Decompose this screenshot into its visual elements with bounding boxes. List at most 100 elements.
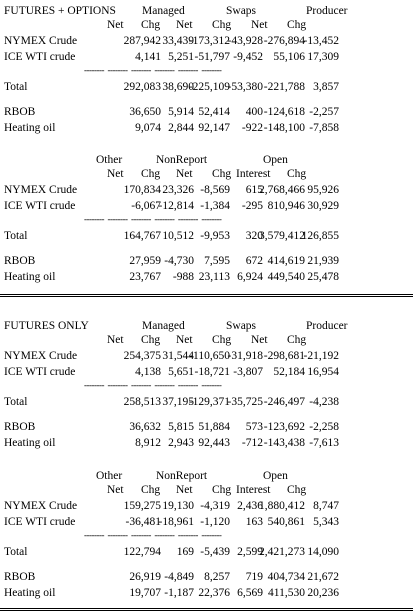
data-row-label: RBOB	[4, 106, 36, 118]
data-row-value: 170,834	[123, 184, 161, 196]
group-header: Managed	[142, 320, 185, 332]
data-row-value: 1,880,412	[259, 500, 305, 512]
data-row-value: 26,919	[129, 571, 161, 583]
column-header: Interest	[236, 484, 271, 496]
column-header: Chg	[287, 334, 307, 346]
group-header: Producer	[306, 320, 348, 332]
data-row-label: RBOB	[4, 255, 36, 267]
column-header: Chg	[141, 334, 161, 346]
data-row-label: ICE WTI crude	[4, 51, 76, 63]
column-header: Chg	[141, 168, 161, 180]
data-row-value: -298,681	[263, 350, 305, 362]
data-row-value: -6,067	[131, 200, 161, 212]
data-row-value: 95,926	[307, 184, 339, 196]
total-row-value: -5,439	[200, 546, 230, 558]
group-header: NonReport	[156, 470, 208, 482]
total-row-label: Total	[4, 396, 28, 408]
data-row-value: 25,478	[307, 271, 339, 283]
data-row-label: RBOB	[4, 571, 36, 583]
data-row-value: -1,187	[164, 587, 194, 599]
column-header: Chg	[141, 19, 161, 31]
column-separator: -------- -------- -------- -------- ----…	[84, 65, 222, 75]
data-row-value: -4,319	[200, 500, 230, 512]
data-row-value: -13,452	[303, 35, 339, 47]
section-divider	[0, 608, 413, 611]
data-row-value: 672	[245, 255, 263, 267]
data-row-value: 615	[245, 184, 263, 196]
data-row-label: ICE WTI crude	[4, 200, 76, 212]
data-row-label: NYMEX Crude	[4, 184, 78, 196]
data-row-value: 36,650	[129, 106, 161, 118]
data-row-value: -12,814	[158, 200, 194, 212]
data-row-label: Heating oil	[4, 587, 56, 599]
group-header: Swaps	[226, 5, 257, 17]
total-row-value: 292,083	[123, 81, 161, 93]
section-title: FUTURES + OPTIONS	[4, 5, 116, 17]
column-header: Net	[107, 168, 124, 180]
total-row-value: 164,767	[123, 230, 161, 242]
data-row-value: 8,912	[135, 437, 161, 449]
data-row-value: 411,530	[268, 587, 305, 599]
column-header: Net	[107, 484, 124, 496]
data-row-value: 287,942	[123, 35, 161, 47]
column-separator: -------- -------- -------- -------- ----…	[84, 214, 222, 224]
data-row-value: -922	[241, 122, 263, 134]
data-row-value: 8,747	[313, 500, 339, 512]
data-row-value: -9,452	[233, 51, 263, 63]
data-row-value: -3,807	[233, 366, 263, 378]
total-row-value: -246,497	[263, 396, 305, 408]
data-row-value: 2,844	[168, 122, 194, 134]
data-row-label: Heating oil	[4, 437, 56, 449]
data-row-value: 30,929	[307, 200, 339, 212]
total-row-value: 37,195	[162, 396, 194, 408]
data-row-label: Heating oil	[4, 122, 56, 134]
data-row-label: NYMEX Crude	[4, 350, 78, 362]
data-row-value: 20,236	[307, 587, 339, 599]
column-header: Chg	[141, 484, 161, 496]
group-header: Swaps	[226, 320, 257, 332]
total-row-value: 14,090	[307, 546, 339, 558]
column-header: Chg	[287, 484, 307, 496]
data-row-value: -51,797	[194, 51, 230, 63]
data-row-value: 6,924	[237, 271, 263, 283]
data-row-value: -7,858	[309, 122, 339, 134]
data-row-value: 16,954	[307, 366, 339, 378]
column-header: Net	[251, 334, 268, 346]
data-row-value: 23,113	[198, 271, 230, 283]
column-header: Net	[107, 334, 124, 346]
data-row-value: 92,443	[198, 437, 230, 449]
data-row-value: 573	[245, 421, 263, 433]
total-row-label: Total	[4, 546, 28, 558]
data-row-value: 540,861	[267, 516, 305, 528]
data-row-value: -18,961	[158, 516, 194, 528]
data-row-value: 5,343	[313, 516, 339, 528]
total-row-label: Total	[4, 81, 28, 93]
data-row-value: 254,375	[123, 350, 161, 362]
data-row-value: -173,312	[188, 35, 230, 47]
data-row-value: -4,730	[164, 255, 194, 267]
data-row-value: -2,258	[309, 421, 339, 433]
total-row-value: 320	[245, 230, 263, 242]
data-row-value: 31,544	[162, 350, 194, 362]
data-row-value: -1,120	[200, 516, 230, 528]
data-row-value: -143,438	[263, 437, 305, 449]
total-row-value: 10,512	[162, 230, 194, 242]
data-row-value: -1,384	[200, 200, 230, 212]
total-row-value: 3,579,412	[259, 230, 305, 242]
total-row-value: 2,599	[237, 546, 263, 558]
group-header: Other	[96, 154, 123, 166]
data-row-value: 19,130	[162, 500, 194, 512]
column-header: Net	[107, 19, 124, 31]
total-row-value: -9,953	[200, 230, 230, 242]
data-row-value: -124,618	[263, 106, 305, 118]
data-row-label: ICE WTI crude	[4, 516, 76, 528]
total-row-value: -35,725	[227, 396, 263, 408]
total-row-value: -225,109	[188, 81, 230, 93]
data-row-value: 414,619	[267, 255, 305, 267]
data-row-value: 19,707	[129, 587, 161, 599]
data-row-value: 21,672	[307, 571, 339, 583]
column-header: Chg	[212, 168, 232, 180]
data-row-value: -36,481	[125, 516, 161, 528]
total-row-value: 122,794	[123, 546, 161, 558]
